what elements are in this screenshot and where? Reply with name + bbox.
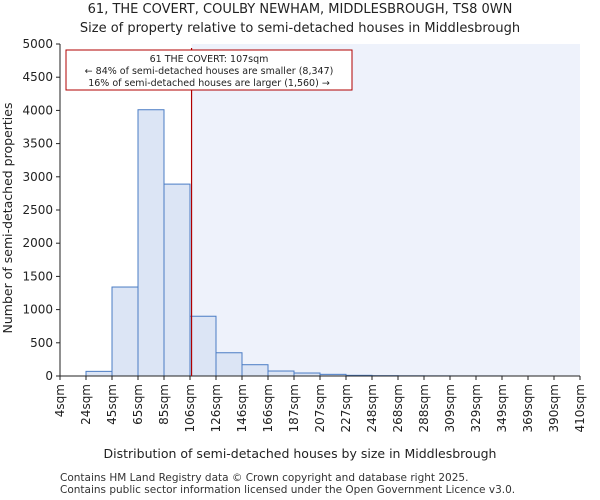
y-tick-label: 1000 xyxy=(22,303,53,317)
x-tick-label: 410sqm xyxy=(573,384,587,432)
bar-166sqm xyxy=(267,370,295,377)
x-tick-label: 390sqm xyxy=(547,384,561,432)
annotation-line-2: ← 84% of semi-detached houses are smalle… xyxy=(85,66,334,77)
y-tick-label: 3500 xyxy=(22,137,53,151)
x-tick-label: 329sqm xyxy=(469,384,483,432)
x-tick-label: 166sqm xyxy=(261,384,275,432)
x-tick-label: 309sqm xyxy=(443,384,457,432)
x-tick-label: 45sqm xyxy=(105,384,119,425)
y-tick-label: 2000 xyxy=(22,236,53,250)
chart-title: 61, THE COVERT, COULBY NEWHAM, MIDDLESBR… xyxy=(88,2,513,17)
y-tick-label: 4000 xyxy=(22,103,53,117)
x-tick-label: 268sqm xyxy=(391,384,405,432)
bar-24sqm xyxy=(85,370,113,377)
y-tick-label: 5000 xyxy=(22,37,53,51)
footer-line-1: Contains HM Land Registry data © Crown c… xyxy=(60,472,468,484)
chart-subtitle: Size of property relative to semi-detach… xyxy=(80,21,520,36)
x-tick-label: 349sqm xyxy=(495,384,509,432)
bar-45sqm xyxy=(111,286,139,377)
annotation-line-1: 61 THE COVERT: 107sqm xyxy=(150,54,269,65)
x-tick-label: 369sqm xyxy=(521,384,535,432)
bar-65sqm xyxy=(137,109,165,377)
y-tick-label: 4500 xyxy=(22,70,53,84)
x-tick-label: 187sqm xyxy=(287,384,301,432)
y-axis-label: Number of semi-detached properties xyxy=(0,103,15,334)
x-tick-label: 146sqm xyxy=(235,384,249,432)
bar-146sqm xyxy=(241,364,269,377)
bar-126sqm xyxy=(215,352,243,377)
annotation-box xyxy=(65,49,353,91)
bar-106sqm xyxy=(189,315,217,377)
x-tick-label: 24sqm xyxy=(79,384,93,425)
footer-line-2: Contains public sector information licen… xyxy=(60,484,515,496)
x-axis-label: Distribution of semi-detached houses by … xyxy=(104,446,497,461)
x-tick-label: 4sqm xyxy=(53,384,67,417)
y-tick-label: 0 xyxy=(45,369,53,383)
x-tick-label: 85sqm xyxy=(157,384,171,425)
x-tick-label: 227sqm xyxy=(339,384,353,432)
x-tick-label: 65sqm xyxy=(131,384,145,425)
bar-85sqm xyxy=(163,183,191,377)
y-tick-label: 500 xyxy=(30,336,53,350)
x-tick-label: 288sqm xyxy=(417,384,431,432)
x-tick-label: 248sqm xyxy=(365,384,379,432)
x-tick-label: 106sqm xyxy=(183,384,197,432)
plot-area: 0 500 1000 1500 2000 2500 3000 3500 4000 4500 5000… xyxy=(22,37,587,432)
x-tick-label: 126sqm xyxy=(209,384,223,432)
x-tick-label: 207sqm xyxy=(313,384,327,432)
y-tick-label: 1500 xyxy=(22,269,53,283)
y-tick-label: 3000 xyxy=(22,170,53,184)
annotation-line-3: 16% of semi-detached houses are larger (… xyxy=(88,78,330,89)
y-tick-label: 2500 xyxy=(22,203,53,217)
larger-region-shade xyxy=(191,44,580,376)
